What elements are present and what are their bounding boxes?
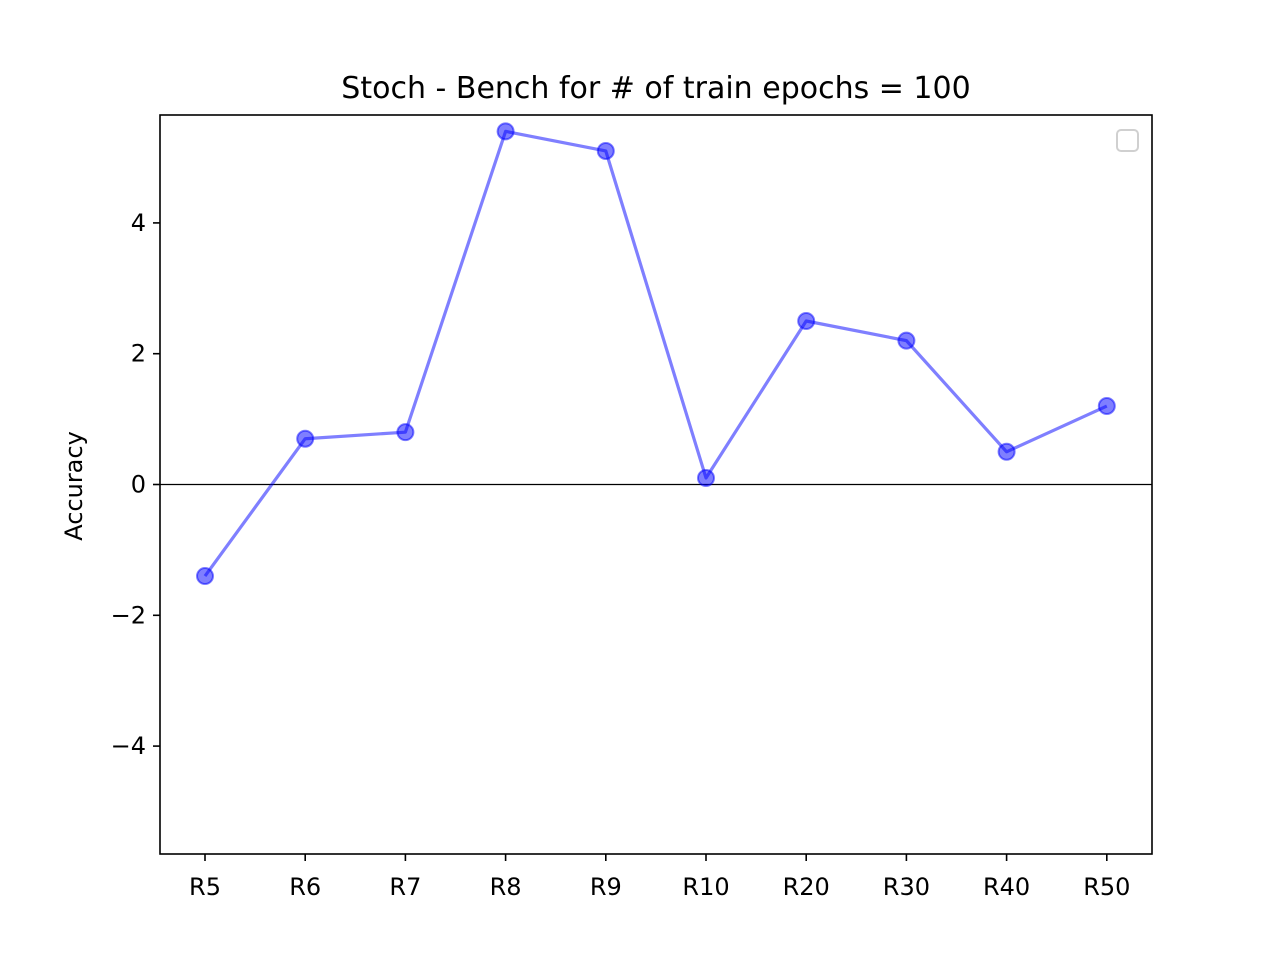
legend-box [1116,129,1139,152]
x-tick-label: R20 [783,873,830,901]
y-tick-label: 0 [131,471,146,499]
data-point-r9 [596,141,615,160]
y-tick-label: −4 [111,732,146,760]
data-point-r6 [296,429,315,448]
data-point-r20 [797,312,816,331]
x-tick-label: R8 [490,873,522,901]
y-tick-label: 4 [131,209,146,237]
x-tick-label: R5 [189,873,221,901]
data-point-r7 [396,423,415,442]
x-tick-label: R10 [682,873,729,901]
x-tick-label: R7 [389,873,421,901]
series-line [203,129,1108,578]
x-tick-label: R6 [289,873,321,901]
chart-title: Stoch - Bench for # of train epochs = 10… [341,71,970,106]
data-point-r10 [697,468,715,487]
plot-area: R5 R6 R7 R8 R9 R10 R20 R30 R40 R50 −4 −2 0 2 4 [111,114,1153,901]
x-tick-label: R40 [983,873,1030,901]
x-tick-label: R50 [1083,873,1130,901]
x-tick-label: R30 [883,873,930,901]
data-point-r5 [196,567,214,586]
data-point-r40 [997,442,1016,461]
data-point-r30 [897,331,916,350]
y-tick-label: −2 [111,601,146,629]
data-point-r50 [1097,397,1116,416]
x-tick-label: R9 [590,873,622,901]
data-point-r8 [496,122,515,141]
y-tick-label: 2 [131,340,146,368]
y-axis-label: Accuracy [60,431,88,541]
